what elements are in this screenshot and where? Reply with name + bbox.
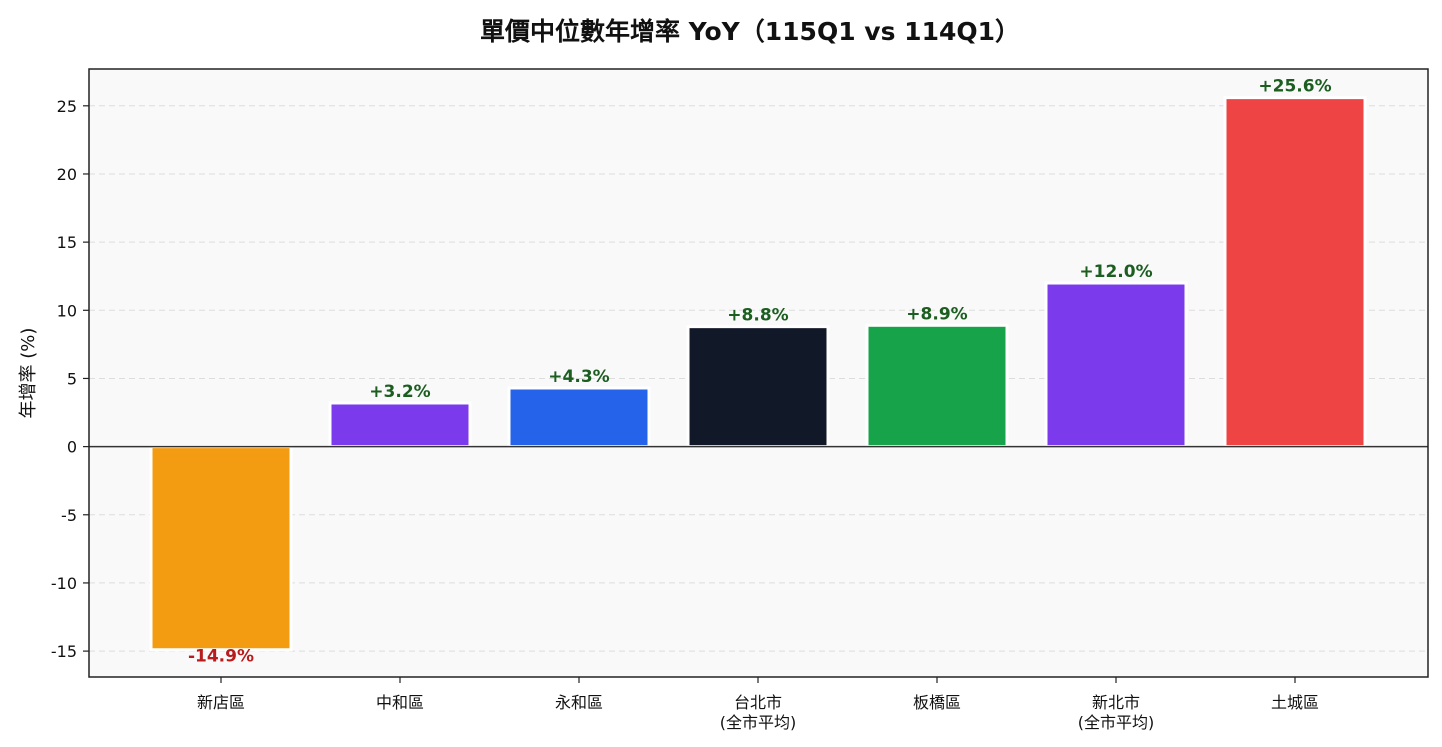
y-tick-label: 20 — [57, 165, 77, 184]
data-label: +25.6% — [1258, 77, 1331, 97]
data-label: +3.2% — [369, 382, 430, 402]
x-tick-label: 板橋區 — [913, 693, 961, 712]
bar — [328, 401, 472, 449]
bars — [149, 96, 1367, 652]
bar — [1223, 96, 1367, 449]
chart-title: 單價中位數年增率 YoY（115Q1 vs 114Q1） — [480, 17, 1020, 46]
x-tick-label: 台北市 — [734, 693, 782, 712]
x-axis: 新店區 中和區 永和區 台北市(全市平均)板橋區 新北市(全市平均)土城區 — [197, 677, 1319, 732]
grid-lines — [89, 105, 1428, 652]
bar — [865, 323, 1009, 449]
data-label: +4.3% — [548, 367, 609, 387]
x-tick-label: 新店區 — [197, 693, 245, 712]
data-label: +12.0% — [1079, 262, 1152, 282]
data-label: -14.9% — [188, 647, 254, 667]
x-tick-label: 永和區 — [555, 693, 603, 712]
y-tick-label: 15 — [57, 233, 77, 252]
data-label: +8.9% — [906, 304, 967, 324]
y-axis: -15 -10 -5 0 5 10 15 20 25 — [51, 97, 89, 661]
data-label: +8.8% — [727, 306, 788, 326]
x-tick-label: (全市平均) — [1078, 713, 1155, 732]
bar — [686, 325, 830, 449]
y-tick-label: 10 — [57, 301, 77, 320]
y-tick-label: -10 — [51, 574, 77, 593]
bar — [1044, 281, 1188, 449]
y-tick-label: -15 — [51, 642, 77, 661]
bar — [149, 445, 293, 652]
x-tick-label: 中和區 — [376, 693, 424, 712]
x-tick-label: 土城區 — [1271, 693, 1319, 712]
y-tick-label: 25 — [57, 97, 77, 116]
data-labels: -14.9% +3.2% +4.3% +8.8% +8.9% +12.0% +25.6% — [188, 77, 1332, 667]
bar — [507, 386, 651, 449]
y-tick-label: 5 — [67, 369, 77, 388]
y-axis-label: 年增率 (%) — [18, 328, 39, 419]
y-tick-label: -5 — [61, 506, 77, 525]
y-tick-label: 0 — [67, 438, 77, 457]
x-tick-label: (全市平均) — [720, 713, 797, 732]
x-tick-label: 新北市 — [1092, 693, 1140, 712]
